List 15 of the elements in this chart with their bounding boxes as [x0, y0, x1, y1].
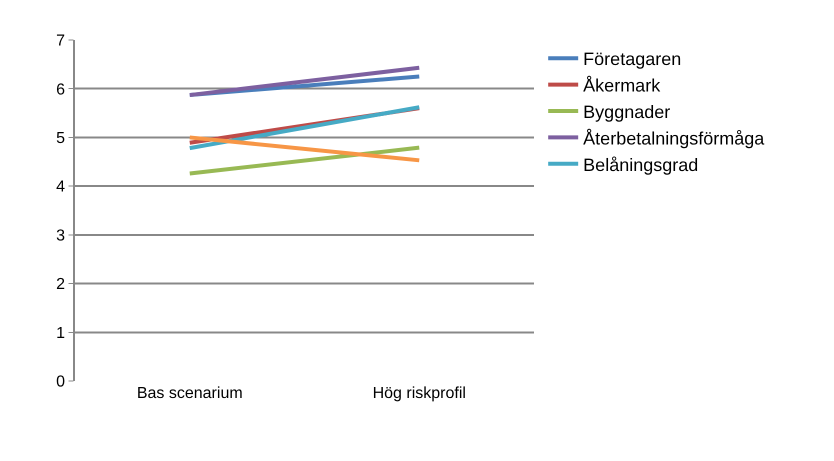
y-tick-label: 4 [56, 178, 66, 196]
y-tick-label: 7 [56, 32, 66, 50]
legend-label: Byggnader [583, 102, 670, 122]
legend-label: Företagaren [583, 49, 682, 70]
y-tick-label: 6 [56, 81, 66, 98]
legend-label: Belåningsgrad [583, 154, 698, 175]
y-tick-label: 5 [56, 130, 66, 148]
x-tick-label: Hög riskprofil [372, 385, 466, 402]
x-tick-label: Bas scenarium [136, 385, 243, 402]
y-tick-label: 2 [56, 276, 66, 294]
y-tick-label: 0 [56, 374, 66, 391]
y-tick-label: 3 [56, 227, 66, 244]
legend-label: Återbetalningsförmåga [583, 128, 766, 148]
y-tick-label: 1 [56, 324, 66, 342]
legend-label: Åkermark [583, 76, 662, 96]
